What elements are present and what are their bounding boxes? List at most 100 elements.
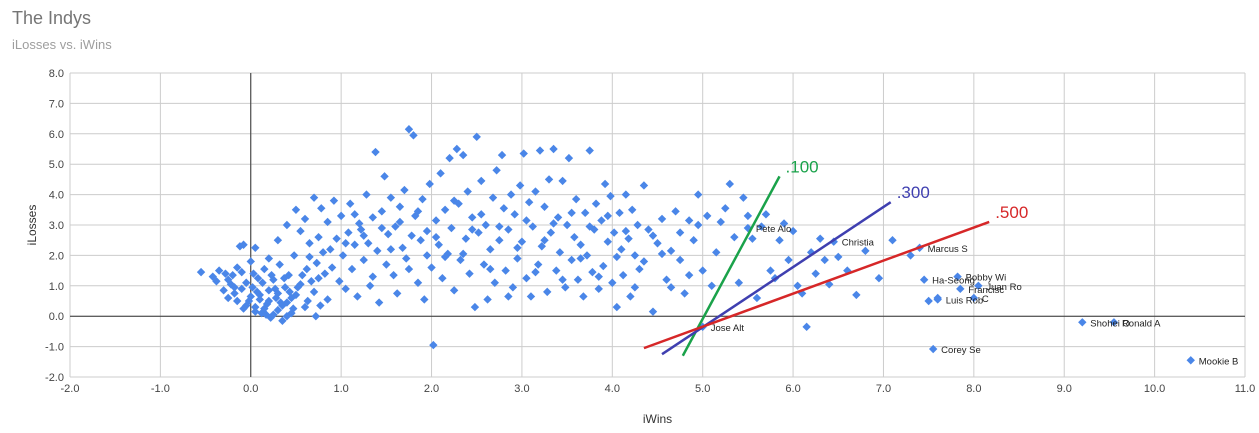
labeled-data-point [933,295,942,304]
data-point [233,263,242,272]
data-point [318,248,328,257]
data-point [456,255,465,265]
y-tick-label: 2.0 [49,250,64,262]
point-label: Francisc [968,285,1004,296]
data-point [775,236,784,245]
data-point [300,302,310,312]
data-point [382,260,391,269]
data-point [264,286,274,295]
data-point [743,211,753,221]
data-point [820,255,829,265]
data-point [861,246,870,256]
data-point [362,190,371,199]
data-point [248,283,257,292]
data-point [413,278,423,287]
data-point [486,245,495,254]
data-point [624,234,633,243]
data-point [599,261,608,271]
data-point [580,208,590,218]
data-point [251,307,260,316]
data-point [698,266,707,275]
data-point [513,254,522,263]
data-point [380,172,389,181]
data-point [242,278,251,287]
data-point [552,266,561,275]
data-point [269,310,278,319]
data-point [657,214,667,224]
data-point [504,292,513,301]
data-point [761,210,771,219]
data-point [230,289,239,298]
data-point [386,193,396,202]
data-point [693,190,703,199]
data-point [452,144,462,154]
x-tick-label: 5.0 [695,383,710,395]
data-point [888,236,897,245]
data-point [571,194,581,204]
data-point [347,264,357,274]
data-point [671,207,680,216]
data-point [353,292,362,301]
data-point [585,146,594,155]
x-tick-label: 8.0 [966,383,981,395]
data-point [757,222,766,231]
data-point [447,223,456,233]
labeled-data-point [1109,318,1119,327]
data-point [307,277,316,286]
data-point [788,226,798,236]
point-label: Luis Rob [946,295,984,306]
data-point [246,257,255,266]
data-point [549,144,558,154]
reference-line-label: .500 [995,203,1028,222]
data-point [404,125,414,134]
data-point [395,217,405,227]
point-label: Shohei O [1090,318,1130,329]
x-tick-label: 6.0 [785,383,800,395]
data-point [517,237,527,246]
data-point [389,270,398,280]
point-label: Jose Alt [711,323,745,334]
data-point [739,193,748,202]
data-point [483,295,492,304]
data-point [377,223,387,233]
data-point [418,194,427,204]
data-point [249,269,258,278]
data-point [576,240,585,249]
labeled-data-point [919,275,929,284]
data-point [703,211,712,221]
data-point [802,322,811,332]
data-point [608,278,617,287]
data-point [293,283,302,292]
data-point [591,199,601,208]
data-point [834,252,843,262]
data-point [639,181,649,190]
labeled-data-point [1078,318,1087,327]
data-point [752,293,762,303]
data-point [730,232,739,242]
data-point [540,202,549,211]
data-point [329,196,339,205]
data-point [228,270,237,280]
data-point [368,272,377,281]
data-point [594,284,603,294]
data-point [429,340,438,350]
data-point [537,242,547,251]
data-point [407,231,416,240]
y-tick-label: 5.0 [49,159,64,171]
data-point [305,239,314,248]
point-label: C [982,294,989,305]
data-point [323,295,332,304]
data-point [479,260,489,269]
data-point [748,234,757,243]
data-point [233,296,242,306]
data-point [359,255,368,265]
chart-title: The Indys [12,8,92,28]
data-point [267,270,276,280]
data-point [338,251,348,260]
data-point [815,234,825,243]
data-point [289,304,298,313]
x-tick-label: -1.0 [151,383,170,395]
data-point [618,270,628,280]
data-point [546,228,556,237]
data-point [264,254,274,263]
